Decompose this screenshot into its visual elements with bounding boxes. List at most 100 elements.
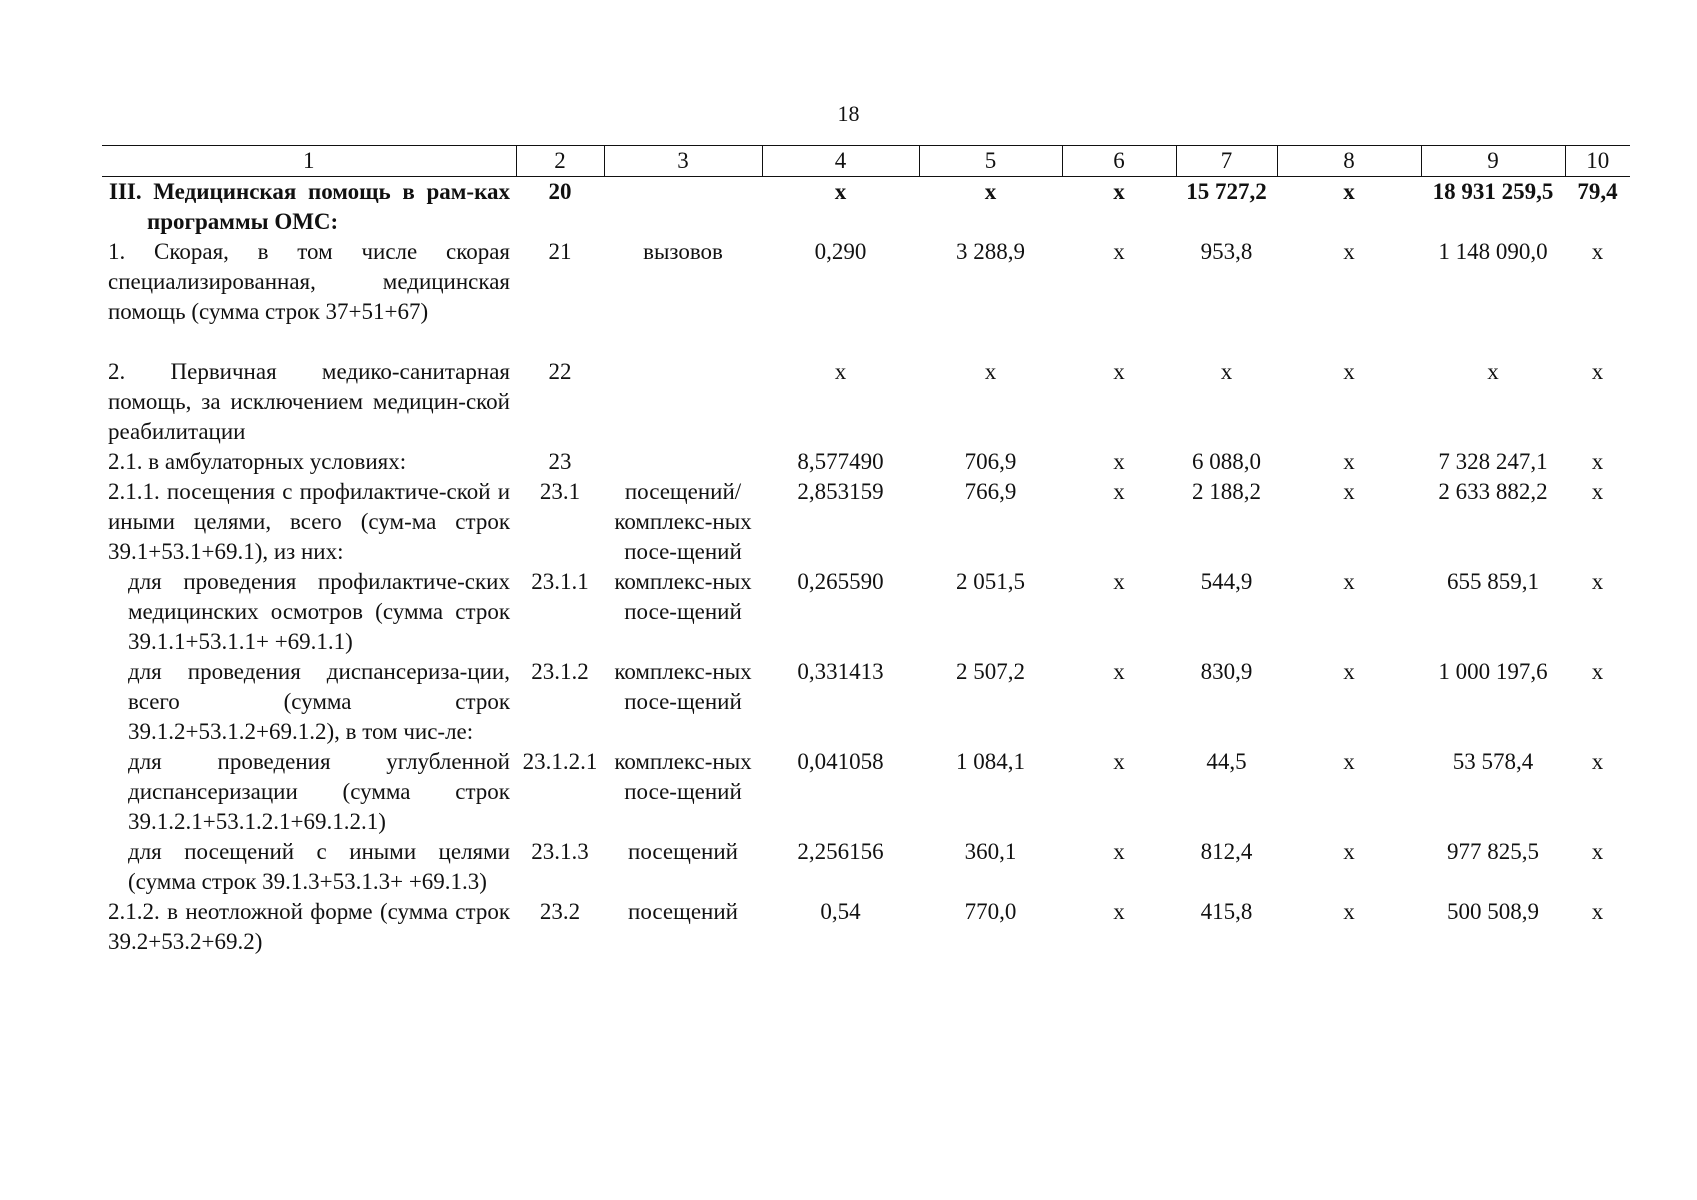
row-col-5: 706,9 xyxy=(964,449,1017,474)
table-row: для посещений с иными целями (сумма стро… xyxy=(102,837,1630,897)
row-col-4: 0,265590 xyxy=(797,569,884,594)
header-col-7: 7 xyxy=(1175,145,1277,177)
row-unit: комплекс-ных посе-щений xyxy=(614,659,752,714)
row-col-7: х xyxy=(1220,359,1233,384)
row-col-5: 1 084,1 xyxy=(956,749,1025,774)
row-col-7: 415,8 xyxy=(1200,899,1253,924)
table-body: III. Медицинская помощь в рам-ках програ… xyxy=(102,177,1630,958)
row-col-5: 3 288,9 xyxy=(956,239,1025,264)
row-col-4: 2,256156 xyxy=(797,839,884,864)
header-col-2: 2 xyxy=(515,145,604,177)
table-header: 1 2 3 4 5 6 7 8 9 10 xyxy=(102,145,1630,177)
row-unit: посещений xyxy=(628,899,738,924)
header-col-6: 6 xyxy=(1061,145,1176,177)
row-col-10: х xyxy=(1591,749,1604,774)
table-row: для проведения диспансериза-ции, всего (… xyxy=(102,657,1630,747)
row-col-7: 2 188,2 xyxy=(1192,479,1261,504)
row-col-10: 79,4 xyxy=(1577,179,1618,204)
table-row: 2.1.1. посещения с профилактиче-ской и и… xyxy=(102,477,1630,567)
row-line-number: 20 xyxy=(548,179,572,204)
row-col-5: 770,0 xyxy=(964,899,1017,924)
row-col-4: 0,290 xyxy=(814,239,867,264)
row-col-10: х xyxy=(1591,239,1604,264)
row-line-number: 23.1.3 xyxy=(531,839,589,864)
row-col-5: 766,9 xyxy=(964,479,1017,504)
row-col-6: х xyxy=(1113,449,1125,474)
row-unit: комплекс-ных посе-щений xyxy=(614,569,752,624)
table-row: III. Медицинская помощь в рам-ках програ… xyxy=(102,177,1630,238)
row-col-10: х xyxy=(1591,659,1604,684)
row-line-number: 23.1.1 xyxy=(531,569,589,594)
row-line-number: 23.1.2 xyxy=(531,659,589,684)
row-col-9: 7 328 247,1 xyxy=(1438,449,1548,474)
header-col-10: 10 xyxy=(1564,145,1630,177)
row-unit xyxy=(604,447,762,477)
row-col-10: х xyxy=(1591,449,1604,474)
row-line-number: 21 xyxy=(548,239,572,264)
row-col-8: х xyxy=(1343,749,1355,774)
row-name: для посещений с иными целями (сумма стро… xyxy=(128,839,510,894)
row-col-4: х xyxy=(834,179,847,204)
row-col-4: 0,041058 xyxy=(797,749,884,774)
table-row: 2.1.2. в неотложной форме (сумма строк 3… xyxy=(102,897,1630,957)
table-row: 2.1. в амбулаторных условиях: 23 8,57749… xyxy=(102,447,1630,477)
row-col-7: 15 727,2 xyxy=(1186,179,1267,204)
row-col-5: х xyxy=(984,359,997,384)
row-unit xyxy=(604,357,762,447)
row-name: 2.1.2. в неотложной форме (сумма строк 3… xyxy=(108,899,510,954)
row-col-6: х xyxy=(1113,839,1125,864)
row-unit xyxy=(604,177,762,238)
row-col-7: 953,8 xyxy=(1200,239,1253,264)
row-col-9: 2 633 882,2 xyxy=(1438,479,1548,504)
header-row: 1 2 3 4 5 6 7 8 9 10 xyxy=(102,145,1630,177)
row-col-8: х xyxy=(1343,239,1355,264)
row-col-7: 812,4 xyxy=(1200,839,1253,864)
row-col-8: х xyxy=(1343,449,1355,474)
row-col-8: х xyxy=(1343,569,1355,594)
row-col-7: 6 088,0 xyxy=(1192,449,1261,474)
header-col-8: 8 xyxy=(1276,145,1421,177)
row-line-number: 22 xyxy=(548,359,572,384)
row-name: для проведения диспансериза-ции, всего (… xyxy=(128,659,510,744)
row-col-10: х xyxy=(1591,899,1604,924)
row-col-6: х xyxy=(1113,479,1125,504)
row-col-10: х xyxy=(1591,569,1604,594)
row-col-9: 977 825,5 xyxy=(1447,839,1539,864)
row-unit: посещений/ комплекс-ных посе-щений xyxy=(614,479,752,564)
row-col-6: х xyxy=(1113,239,1125,264)
row-col-8: х xyxy=(1343,479,1355,504)
row-col-10: х xyxy=(1591,839,1604,864)
row-name: 2.1. в амбулаторных условиях: xyxy=(108,449,407,474)
row-col-7: 544,9 xyxy=(1200,569,1253,594)
header-col-3: 3 xyxy=(603,145,762,177)
row-col-9: 18 931 259,5 xyxy=(1432,179,1554,204)
row-name: 2. Первичная медико-санитарная помощь, з… xyxy=(108,359,510,444)
row-col-6: х xyxy=(1113,749,1125,774)
row-unit: комплекс-ных посе-щений xyxy=(614,749,752,804)
table-row: для проведения углубленной диспансеризац… xyxy=(102,747,1630,837)
row-col-9: 1 148 090,0 xyxy=(1438,239,1548,264)
row-col-5: 2 051,5 xyxy=(956,569,1025,594)
row-line-number: 23.1.2.1 xyxy=(522,749,598,774)
row-unit: вызовов xyxy=(643,239,723,264)
row-col-4: 8,577490 xyxy=(797,449,884,474)
row-col-5: 360,1 xyxy=(964,839,1017,864)
table-row: 1. Скорая, в том числе скорая специализи… xyxy=(102,237,1630,357)
row-line-number: 23 xyxy=(548,449,572,474)
row-name: для проведения углубленной диспансеризац… xyxy=(128,749,510,834)
header-col-5: 5 xyxy=(918,145,1062,177)
row-col-5: 2 507,2 xyxy=(956,659,1025,684)
row-col-10: х xyxy=(1591,479,1604,504)
row-line-number: 23.2 xyxy=(539,899,581,924)
row-col-4: 0,54 xyxy=(820,899,861,924)
row-col-6: х xyxy=(1113,899,1125,924)
header-col-1: 1 xyxy=(102,145,516,177)
row-unit: посещений xyxy=(628,839,738,864)
row-col-4: 2,853159 xyxy=(797,479,884,504)
row-col-9: 500 508,9 xyxy=(1447,899,1539,924)
financing-table: 1 2 3 4 5 6 7 8 9 10 III. Медицинская по… xyxy=(102,145,1630,957)
row-col-8: х xyxy=(1343,899,1355,924)
row-col-4: 0,331413 xyxy=(797,659,884,684)
row-col-10: х xyxy=(1591,359,1604,384)
row-col-5: х xyxy=(984,179,997,204)
